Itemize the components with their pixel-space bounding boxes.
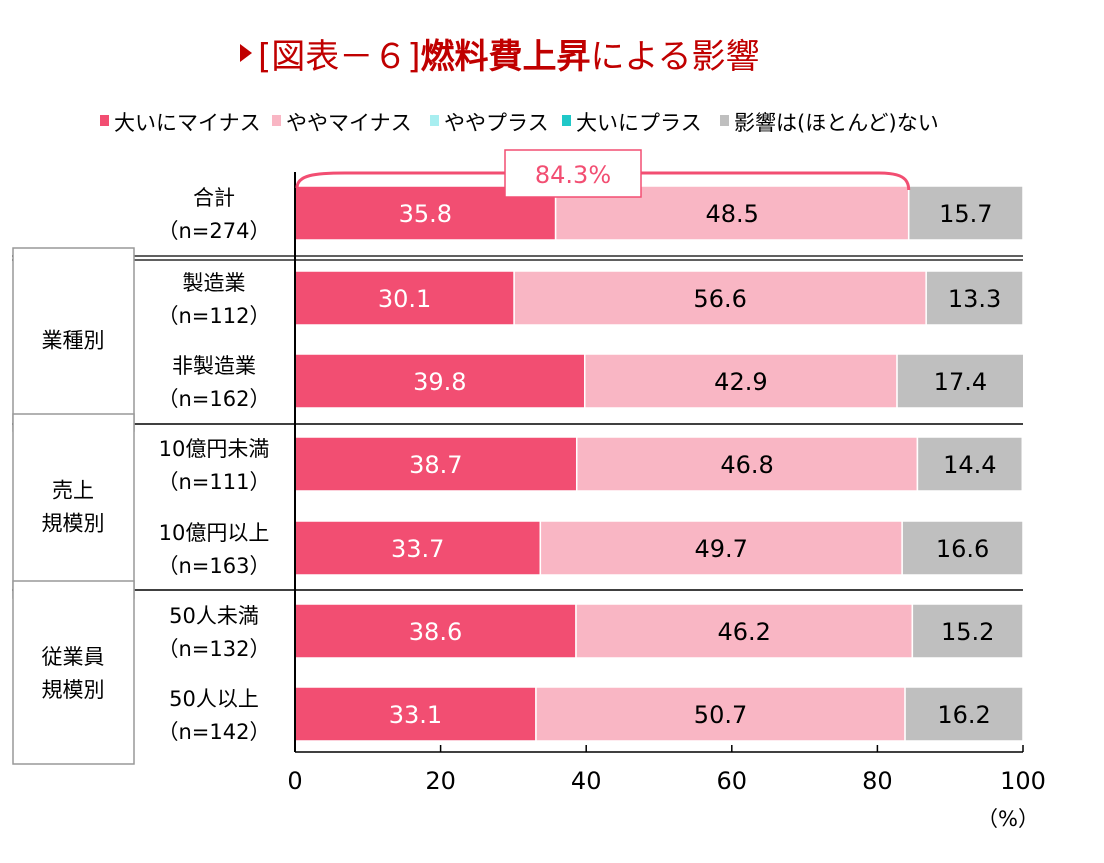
bar-segment bbox=[925, 270, 1024, 326]
bar-segment bbox=[583, 353, 898, 409]
chart-title: [図表－６]燃料費上昇による影響 bbox=[258, 37, 760, 77]
legend-swatch bbox=[430, 115, 439, 126]
category-n: （n=163） bbox=[158, 554, 271, 578]
bar-segment bbox=[916, 436, 1024, 492]
legend-label: 影響は(ほとんど)ない bbox=[734, 111, 939, 135]
legend-label: ややマイナス bbox=[286, 111, 412, 135]
category-name: 10億円未満 bbox=[159, 437, 270, 461]
bar-segment bbox=[907, 185, 1024, 241]
bar-segment bbox=[294, 686, 537, 742]
legend-swatch bbox=[562, 115, 571, 126]
bar-value-label: 42.9 bbox=[714, 368, 767, 396]
bar-value-label: 33.7 bbox=[391, 535, 444, 563]
x-tick-label: 80 bbox=[862, 767, 893, 795]
group-box bbox=[12, 580, 135, 765]
annotation-box bbox=[504, 149, 642, 198]
legend-swatch bbox=[100, 115, 109, 126]
group-label: 従業員 bbox=[42, 645, 105, 669]
group-label: 業種別 bbox=[42, 329, 105, 353]
bar-value-label: 15.7 bbox=[939, 200, 992, 228]
bar-segment bbox=[535, 686, 906, 742]
bar-segment bbox=[294, 353, 586, 409]
bar-segment bbox=[896, 353, 1025, 409]
legend-swatch bbox=[272, 115, 281, 126]
category-name: 50人未満 bbox=[169, 604, 259, 628]
legend-label: 大いにプラス bbox=[576, 111, 702, 135]
bar-segment bbox=[294, 520, 542, 576]
title-prefix: [図表－６] bbox=[258, 37, 421, 77]
category-name: 10億円以上 bbox=[159, 521, 270, 545]
legend-label: ややプラス bbox=[444, 111, 549, 135]
bar-segment bbox=[904, 686, 1024, 742]
group-label: 売上 bbox=[52, 479, 94, 503]
category-name: 製造業 bbox=[183, 271, 246, 295]
bar-segment bbox=[539, 520, 903, 576]
x-tick-label: 60 bbox=[717, 767, 748, 795]
x-tick-label: 20 bbox=[425, 767, 456, 795]
bar-value-label: 38.6 bbox=[409, 618, 462, 646]
group-label: 規模別 bbox=[42, 512, 105, 536]
annotation-label: 84.3% bbox=[535, 161, 611, 189]
group-box bbox=[12, 413, 135, 599]
category-n: （n=142） bbox=[158, 720, 271, 744]
x-axis-unit-label: （%） bbox=[977, 807, 1039, 831]
bar-segment bbox=[513, 270, 927, 326]
bar-value-label: 35.8 bbox=[399, 200, 452, 228]
bar-value-label: 56.6 bbox=[693, 285, 746, 313]
bar-segment bbox=[911, 603, 1024, 659]
bar-value-label: 33.1 bbox=[389, 701, 442, 729]
bar-value-label: 46.8 bbox=[720, 451, 773, 479]
title-suffix: による影響 bbox=[591, 37, 760, 77]
bar-value-label: 17.4 bbox=[934, 368, 987, 396]
title-main: 燃料費上昇 bbox=[421, 37, 591, 77]
bar-value-label: 14.4 bbox=[943, 451, 996, 479]
category-name: 合計 bbox=[193, 186, 235, 210]
bar-value-label: 13.3 bbox=[948, 285, 1001, 313]
bar-value-label: 30.1 bbox=[378, 285, 431, 313]
group-label: 規模別 bbox=[42, 678, 105, 702]
bar-segment bbox=[575, 603, 914, 659]
category-name: 50人以上 bbox=[169, 687, 259, 711]
category-n: （n=132） bbox=[158, 637, 271, 661]
bar-value-label: 49.7 bbox=[695, 535, 748, 563]
bar-value-label: 16.2 bbox=[937, 701, 990, 729]
legend-label: 大いにマイナス bbox=[114, 111, 261, 135]
bar-value-label: 39.8 bbox=[413, 368, 466, 396]
bar-segment bbox=[901, 520, 1024, 576]
bar-value-label: 50.7 bbox=[694, 701, 747, 729]
bar-value-label: 38.7 bbox=[409, 451, 462, 479]
x-tick-label: 0 bbox=[287, 767, 302, 795]
x-tick-label: 40 bbox=[571, 767, 602, 795]
category-n: （n=111） bbox=[158, 470, 271, 494]
category-name: 非製造業 bbox=[172, 354, 256, 378]
legend-swatch bbox=[720, 115, 729, 126]
bar-value-label: 16.6 bbox=[936, 535, 989, 563]
bar-value-label: 15.2 bbox=[941, 618, 994, 646]
category-n: （n=162） bbox=[158, 387, 271, 411]
bar-value-label: 46.2 bbox=[717, 618, 770, 646]
category-n: （n=274） bbox=[158, 219, 271, 243]
title-triangle-icon bbox=[240, 44, 252, 62]
group-box bbox=[12, 247, 135, 432]
bar-segment bbox=[294, 436, 578, 492]
x-tick-label: 100 bbox=[1000, 767, 1046, 795]
category-n: （n=112） bbox=[158, 304, 271, 328]
bar-value-label: 48.5 bbox=[705, 200, 758, 228]
